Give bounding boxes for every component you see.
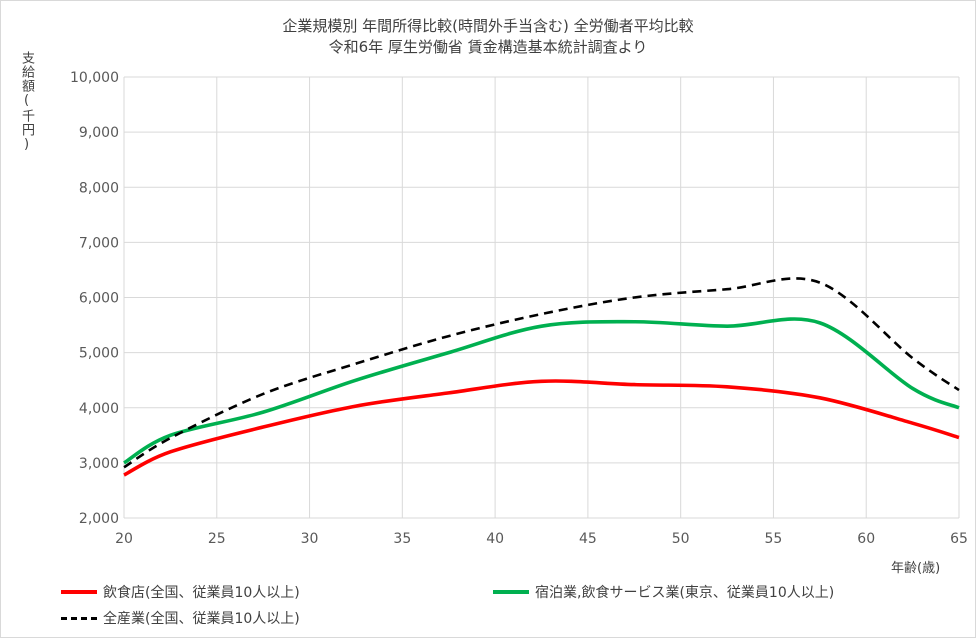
x-tick-label: 20 (115, 531, 133, 547)
x-tick-label: 30 (301, 531, 319, 547)
y-tick-label: 9,000 (79, 125, 119, 141)
y-tick-label: 2,000 (79, 511, 119, 527)
x-tick-label: 40 (486, 531, 504, 547)
x-axis-label: 年齢(歳) (891, 561, 941, 576)
series-line-all-industries (123, 277, 960, 469)
legend-label-all-industries: 全産業(全国、従業員10人以上) (103, 611, 300, 627)
x-tick-label: 45 (579, 531, 597, 547)
legend-item-restaurants: 飲食店(全国、従業員10人以上) (61, 582, 300, 602)
chart-subtitle: 令和6年 厚生労働省 賃金構造基本統計調査より (328, 38, 648, 56)
y-tick-label: 7,000 (79, 235, 119, 251)
legend-swatch-restaurants (61, 590, 97, 594)
series-line-accommodation (123, 317, 960, 465)
x-tick-label: 35 (393, 531, 411, 547)
legend-item-all-industries: 全産業(全国、従業員10人以上) (61, 608, 300, 628)
y-axis-label: 支給額(千円) (19, 51, 34, 153)
y-tick-label: 10,000 (70, 70, 119, 86)
y-tick-label: 8,000 (79, 180, 119, 196)
x-tick-label: 65 (950, 531, 968, 547)
x-tick-label: 50 (672, 531, 690, 547)
legend-swatch-all-industries (61, 616, 97, 620)
x-tick-label: 55 (765, 531, 783, 547)
x-tick-label: 60 (857, 531, 875, 547)
y-tick-label: 6,000 (79, 291, 119, 307)
series-line-restaurants (123, 379, 960, 477)
y-tick-label: 3,000 (79, 456, 119, 472)
x-tick-label: 25 (208, 531, 226, 547)
legend-item-accommodation: 宿泊業,飲食サービス業(東京、従業員10人以上) (493, 582, 834, 602)
legend-swatch-accommodation (493, 590, 529, 594)
chart-title: 企業規模別 年間所得比較(時間外手当含む) 全労働者平均比較 (282, 17, 694, 35)
legend-label-accommodation: 宿泊業,飲食サービス業(東京、従業員10人以上) (535, 585, 835, 601)
y-tick-label: 4,000 (79, 401, 119, 417)
legend-label-restaurants: 飲食店(全国、従業員10人以上) (103, 585, 300, 601)
y-tick-label: 5,000 (79, 346, 119, 362)
